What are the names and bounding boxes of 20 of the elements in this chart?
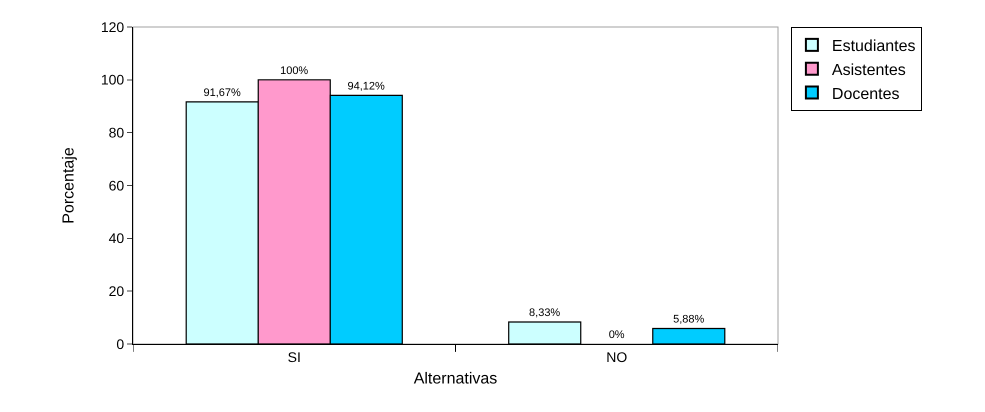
y-axis-title: Porcentaje (60, 147, 78, 224)
y-tick-label: 120 (100, 18, 124, 35)
data-label: 94,12% (348, 80, 386, 92)
data-label: 5,88% (673, 313, 704, 326)
x-axis-title: Alternativas (414, 370, 498, 388)
data-label: 91,67% (203, 86, 241, 99)
data-label: 0% (608, 329, 625, 341)
data-label: 8,33% (529, 306, 560, 319)
x-tick-label: NO (606, 348, 628, 365)
legend-label: Estudiantes (832, 38, 916, 56)
y-tick-label: 20 (108, 283, 124, 300)
x-tick-label: SI (288, 348, 301, 365)
y-tick-label: 100 (100, 72, 124, 88)
legend-label: Docentes (832, 86, 900, 103)
y-tick-label: 80 (108, 124, 124, 141)
y-tick-label: 40 (108, 230, 124, 246)
legend-label: Asistentes (832, 62, 906, 79)
y-tick-label: 60 (108, 177, 124, 194)
y-tick-label: 0 (116, 336, 124, 352)
data-label: 100% (280, 64, 308, 77)
